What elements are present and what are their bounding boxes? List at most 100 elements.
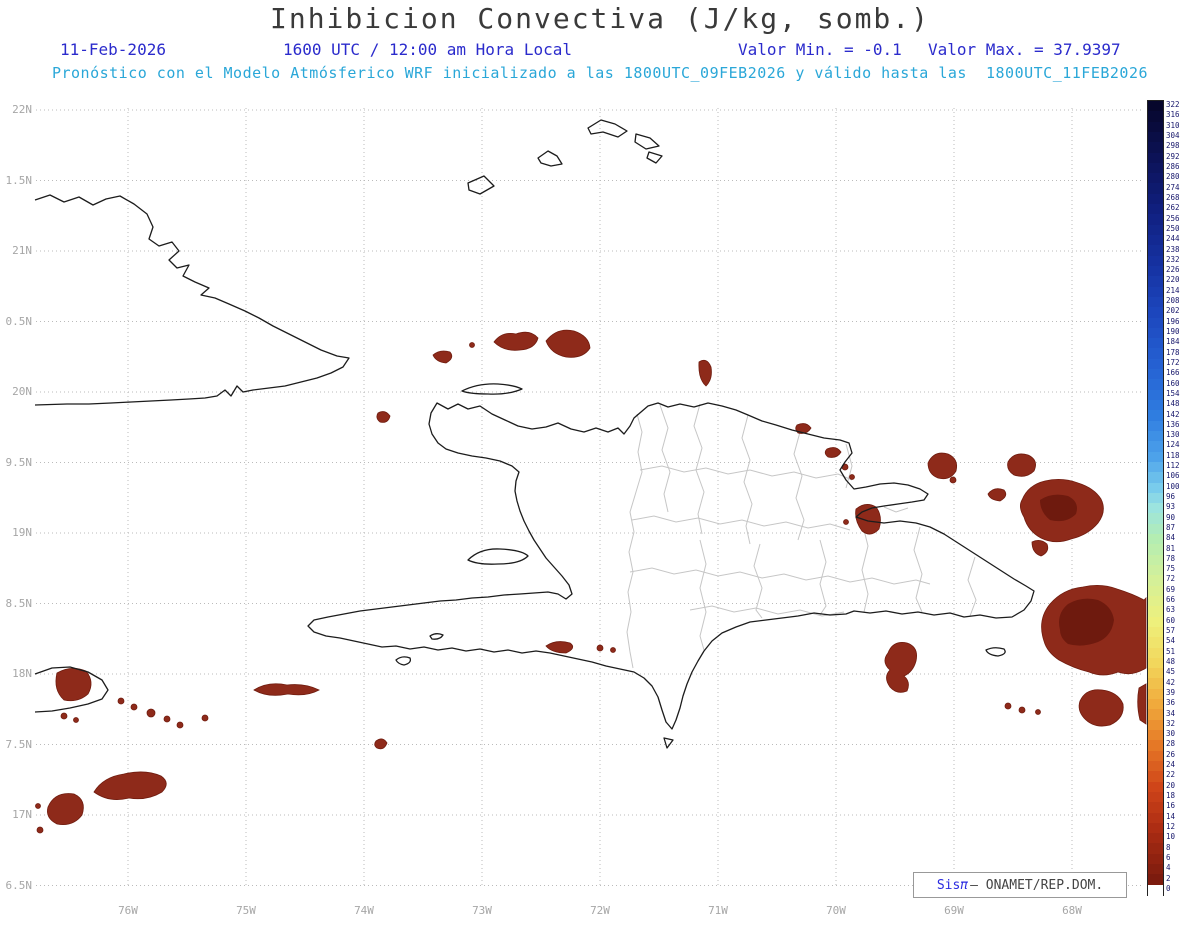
cin-shaded-areas-group: [35, 329, 1147, 834]
branding-box: Sis π – ONAMET/REP.DOM.: [913, 872, 1127, 898]
colorbar-tick-label: 87: [1166, 522, 1176, 532]
colorbar-tick-label: 172: [1166, 357, 1180, 367]
cin-dot: [1018, 706, 1026, 714]
colorbar-segment: [1148, 668, 1163, 680]
colorbar-tick-label: 20: [1166, 780, 1176, 790]
coastlines-group: [34, 119, 1035, 749]
colorbar-segment: [1148, 255, 1163, 267]
branding-sis: Sis: [936, 877, 961, 893]
colorbar-tick-label: 48: [1166, 656, 1176, 666]
colorbar-tick-label: 18: [1166, 791, 1176, 801]
cin-dot: [201, 714, 209, 722]
colorbar-tick-label: 24: [1166, 760, 1176, 770]
colorbar-segment: [1148, 472, 1163, 484]
colorbar-segment: [1148, 678, 1163, 690]
colorbar-segment: [1148, 760, 1163, 772]
colorbar-segment: [1148, 183, 1163, 195]
colorbar-segment: [1148, 286, 1163, 298]
colorbar-segment: [1148, 492, 1163, 504]
value-max-label: Valor Max. = 37.9397: [928, 40, 1121, 59]
colorbar-segment: [1148, 420, 1163, 432]
y-tick-label: 7.5N: [5, 737, 33, 751]
colorbar-segment: [1148, 853, 1163, 865]
valid-time: 1600 UTC / 12:00 am Hora Local: [283, 40, 572, 59]
colorbar-tick-label: 66: [1166, 595, 1176, 605]
cin-dot: [949, 476, 957, 484]
colorbar-tick-label: 93: [1166, 502, 1176, 512]
colorbar-segment: [1148, 193, 1163, 205]
colorbar-segment: [1148, 451, 1163, 463]
cin-patch: [855, 504, 881, 535]
colorbar-tick-label: 322: [1166, 100, 1180, 110]
colorbar-segment: [1148, 750, 1163, 762]
cin-patch: [374, 738, 388, 750]
colorbar-tick-label: 10: [1166, 832, 1176, 842]
colorbar-segment: [1148, 595, 1163, 607]
forecast-description: Pronóstico con el Modelo Atmósferico WRF…: [51, 64, 1149, 82]
province-boundary: [883, 506, 909, 513]
province-boundaries-group: [626, 403, 977, 669]
x-tick-label: 72W: [590, 904, 610, 917]
colorbar-tick-label: 292: [1166, 151, 1180, 161]
colorbar-segment: [1148, 101, 1163, 112]
island-turks-caicos: [646, 151, 663, 164]
cin-dot: [1035, 709, 1041, 715]
province-boundary: [699, 539, 707, 651]
colorbar-tick-label: 238: [1166, 244, 1180, 254]
value-min-label: Valor Min. = -0.1: [738, 40, 902, 59]
colorbar-tick-label: 78: [1166, 553, 1176, 563]
colorbar-tick-label: 166: [1166, 368, 1180, 378]
cin-dot: [610, 647, 616, 653]
y-tick-label: 21N: [12, 244, 32, 257]
colorbar-segment: [1148, 874, 1163, 886]
x-tick-label: 68W: [1062, 904, 1082, 917]
cin-patch: [253, 683, 320, 696]
colorbar-tick-label: 75: [1166, 564, 1176, 574]
y-tick-label: 17N: [12, 808, 32, 821]
cin-patch: [795, 423, 812, 434]
colorbar-tick-label: 154: [1166, 388, 1180, 398]
island-gonave: [467, 548, 529, 565]
colorbar-segment: [1148, 152, 1163, 164]
island-turks-caicos: [587, 119, 628, 138]
colorbar-tick-label: 184: [1166, 337, 1180, 347]
colorbar-segment: [1148, 369, 1163, 380]
colorbar-tick-label: 298: [1166, 141, 1180, 151]
colorbar-tick-label: 256: [1166, 213, 1180, 223]
province-boundary: [626, 413, 643, 669]
cin-dot: [117, 697, 125, 705]
island-tortue: [461, 383, 523, 395]
colorbar-segment: [1148, 565, 1163, 576]
colorbar-tick-label: 316: [1166, 110, 1180, 120]
colorbar-segment: [1148, 276, 1163, 288]
colorbar-tick-label: 39: [1166, 687, 1176, 697]
colorbar-tick-label: 57: [1166, 626, 1176, 636]
cin-dot: [130, 703, 138, 711]
colorbar-segment: [1148, 616, 1163, 628]
colorbar-tick-label: 202: [1166, 306, 1180, 316]
cin-dot: [1004, 702, 1012, 710]
colorbar-segment: [1148, 358, 1163, 370]
cin-patch: [824, 447, 842, 458]
colorbar-segment: [1148, 740, 1163, 752]
cin-patch: [47, 793, 84, 825]
colorbar-tick-label: 60: [1166, 615, 1176, 625]
colorbar-tick-label: 130: [1166, 430, 1180, 440]
branding-org: – ONAMET/REP.DOM.: [970, 877, 1104, 893]
colorbar-segment: [1148, 235, 1163, 246]
colorbar-tick-label: 6: [1166, 852, 1171, 862]
colorbar-tick-label: 34: [1166, 708, 1176, 718]
island-turks-caicos: [537, 150, 563, 167]
cin-patch: [698, 359, 712, 387]
colorbar-segment: [1148, 265, 1163, 277]
colorbar-segment: [1148, 523, 1163, 535]
colorbar-tick-label: 96: [1166, 492, 1176, 501]
gridlines-group: [36, 108, 1144, 886]
cin-dot: [596, 644, 604, 652]
colorbar-tick-label: 36: [1166, 698, 1176, 708]
colorbar-segment: [1148, 307, 1163, 319]
province-boundary: [819, 539, 827, 616]
colorbar-tick-label: 220: [1166, 275, 1180, 285]
